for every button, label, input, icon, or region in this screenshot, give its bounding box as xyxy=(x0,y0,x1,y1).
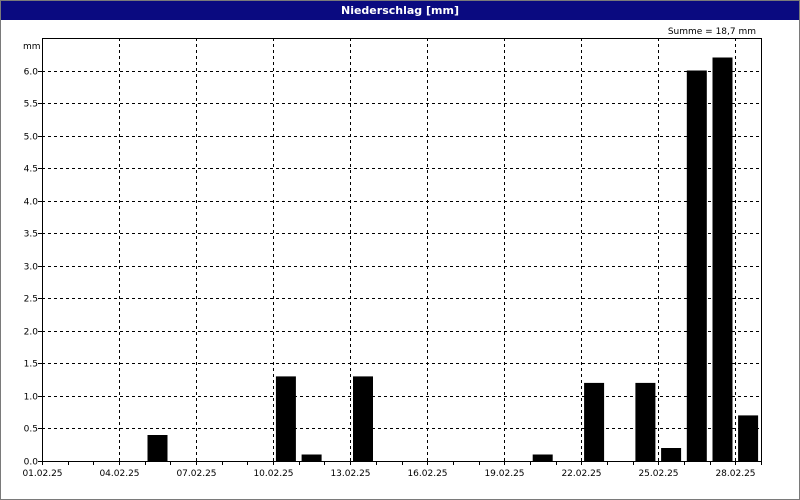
axis-layer xyxy=(38,38,762,465)
sum-annotation: Summe = 18,7 mm xyxy=(668,27,756,37)
chart-title: Niederschlag [mm] xyxy=(1,1,799,20)
y-tick-label: 6.0 xyxy=(24,68,39,78)
bar-11.02.25 xyxy=(301,454,322,461)
bar-25.02.25 xyxy=(661,448,682,461)
x-tick-label: 22.02.25 xyxy=(561,469,601,479)
y-tick-label: 4.0 xyxy=(24,198,39,208)
y-tick-label: 3.0 xyxy=(24,263,39,273)
x-tick-label: 25.02.25 xyxy=(638,469,678,479)
chart-panel: mm Summe = 18,7 mm 0.0 0.5 1.0 1.5 2.0 2.5 3.0… xyxy=(1,20,799,499)
x-tick-label: 10.02.25 xyxy=(253,469,293,479)
bar-28.02.25 xyxy=(738,415,759,461)
y-axis-label: mm xyxy=(23,42,41,52)
bar-05.02.25 xyxy=(147,435,168,461)
x-tick-label: 13.02.25 xyxy=(330,469,370,479)
bar-26.02.25 xyxy=(686,70,707,461)
x-tick-label: 19.02.25 xyxy=(484,469,524,479)
y-tick-label: 5.0 xyxy=(24,133,39,143)
bar-27.02.25 xyxy=(712,57,733,461)
y-tick-label: 0.5 xyxy=(24,425,38,435)
tick-label-layer: 0.0 0.5 1.0 1.5 2.0 2.5 3.0 3.5 4.0 4.5 5.0 5.5 6.0 0… xyxy=(22,68,755,480)
grid-layer xyxy=(42,38,761,461)
x-tick-label: 04.02.25 xyxy=(99,469,139,479)
y-tick-label: 4.5 xyxy=(24,165,38,175)
bar-10.02.25 xyxy=(275,376,296,461)
y-tick-label: 5.5 xyxy=(24,100,38,110)
y-tick-label: 1.0 xyxy=(24,393,39,403)
y-tick-label: 2.0 xyxy=(24,328,39,338)
plot-frame xyxy=(42,38,762,462)
precipitation-chart: mm Summe = 18,7 mm 0.0 0.5 1.0 1.5 2.0 2.5 3.0… xyxy=(22,27,762,480)
bar-24.02.25 xyxy=(635,382,656,461)
x-tick-label: 28.02.25 xyxy=(715,469,755,479)
y-tick-label: 3.5 xyxy=(24,230,38,240)
y-tick-label: 0.0 xyxy=(24,458,39,468)
x-tick-label: 16.02.25 xyxy=(407,469,447,479)
y-tick-label: 1.5 xyxy=(24,360,38,370)
bar-13.02.25 xyxy=(353,376,373,461)
x-tick-label: 07.02.25 xyxy=(176,469,216,479)
bar-20.02.25 xyxy=(532,454,553,461)
bar-layer xyxy=(147,57,759,461)
y-tick-label: 2.5 xyxy=(24,295,38,305)
bar-22.02.25 xyxy=(584,382,605,461)
x-tick-label: 01.02.25 xyxy=(22,469,62,479)
